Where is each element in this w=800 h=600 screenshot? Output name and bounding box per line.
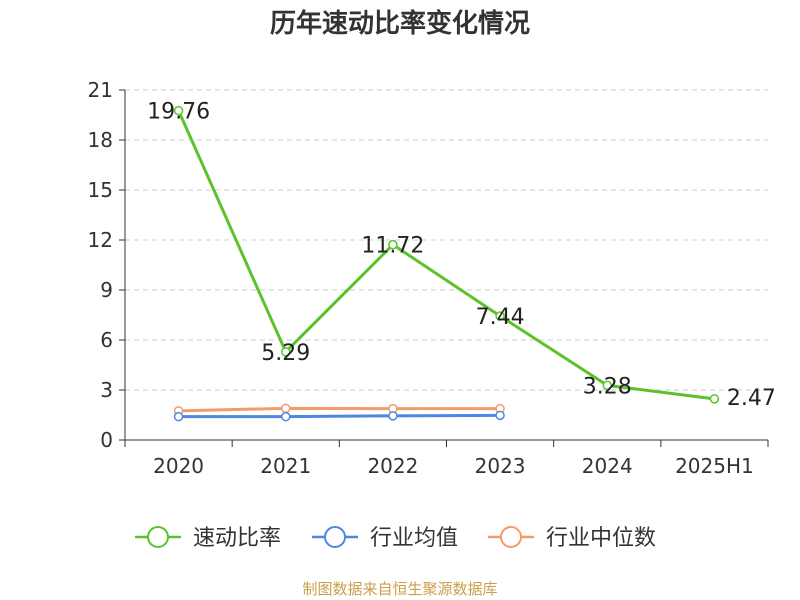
- legend-marker: [324, 526, 346, 548]
- series-line: [178, 406, 501, 413]
- y-tick-label: 0: [100, 428, 113, 452]
- x-tick-label: 2020: [153, 454, 204, 478]
- x-tick-label: 2024: [582, 454, 633, 478]
- data-point: [281, 411, 291, 422]
- legend: 速动比率 行业均值 行业中位数: [135, 526, 656, 551]
- legend-label: 速动比率: [193, 526, 281, 551]
- y-tick-label: 6: [100, 328, 113, 352]
- data-label: 2.47: [727, 386, 776, 411]
- x-tick-label: 2025H1: [675, 454, 754, 478]
- data-point: [602, 380, 612, 391]
- x-tick-label: 2021: [260, 454, 311, 478]
- series-lines: [177, 110, 715, 419]
- chart-title: 历年速动比率变化情况: [269, 9, 530, 39]
- y-tick-label: 21: [88, 78, 113, 102]
- y-tick-label: 3: [100, 378, 113, 402]
- y-tick-label: 12: [88, 228, 113, 252]
- data-label: 19.76: [147, 100, 210, 125]
- y-tick-label: 15: [88, 178, 113, 202]
- legend-label: 行业均值: [370, 526, 458, 551]
- y-tick-label: 18: [88, 128, 113, 152]
- data-point: [495, 311, 505, 321]
- data-point: [388, 411, 398, 421]
- data-point: [173, 105, 184, 116]
- legend-marker: [500, 526, 522, 548]
- data-point: [495, 410, 505, 421]
- data-label: 5.29: [261, 341, 310, 366]
- data-point: [709, 394, 720, 404]
- y-tick-label: 9: [100, 278, 113, 302]
- x-tick-label: 2023: [475, 454, 526, 478]
- legend-label: 行业中位数: [546, 526, 656, 551]
- series-points: [173, 105, 720, 422]
- legend-marker: [147, 526, 169, 548]
- source-note: 制图数据来自恒生聚源数据库: [302, 580, 498, 598]
- data-point: [281, 347, 291, 357]
- axes: 0 3 6 9 12 15 18 21 2020 2021 2022 2023 2024 2025H1: [88, 78, 769, 478]
- series-line: [178, 413, 501, 419]
- data-label: 3.28: [583, 374, 632, 399]
- data-point: [173, 411, 184, 422]
- data-label: 11.72: [361, 234, 424, 259]
- x-tick-label: 2022: [367, 454, 418, 478]
- data-point: [281, 403, 291, 414]
- grid-lines: [125, 89, 768, 391]
- data-labels: 19.76 5.29 11.72 7.44 3.28 2.47: [147, 100, 776, 411]
- data-label: 7.44: [476, 305, 525, 330]
- series-line: [177, 110, 715, 401]
- data-point: [388, 239, 398, 250]
